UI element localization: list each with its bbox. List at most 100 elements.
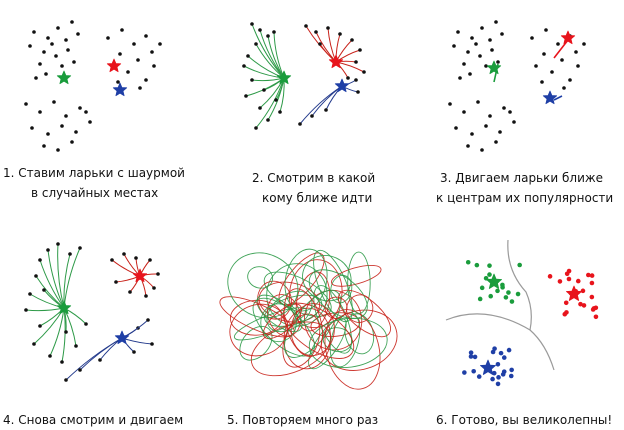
point-dot	[484, 124, 488, 128]
point-dot	[474, 42, 478, 46]
point-dot	[60, 360, 64, 364]
point-dot	[38, 258, 42, 262]
point-dot	[509, 367, 514, 373]
point-dot	[258, 106, 262, 110]
caption-step-4-line-1: 4. Снова смотрим и двигаем	[3, 413, 184, 427]
point-dot	[144, 34, 148, 38]
point-dot	[250, 22, 254, 26]
point-dot	[476, 374, 482, 379]
centroid-star-icon	[542, 90, 558, 105]
point-dot	[70, 20, 74, 24]
point-dot	[542, 52, 546, 56]
panel-6-final-clusters	[445, 239, 599, 387]
point-dot	[568, 78, 572, 82]
assignment-line	[47, 249, 65, 309]
point-dot	[496, 60, 500, 64]
point-dot	[254, 126, 258, 130]
caption-step-1: 1. Ставим ларьки с шаурмой в случайных м…	[3, 163, 185, 203]
point-dot	[106, 36, 110, 40]
point-dot	[138, 86, 142, 90]
point-dot	[458, 76, 462, 80]
panel-2-assign-points	[242, 22, 366, 130]
scribble-loop	[329, 312, 361, 368]
scribble-loop	[227, 252, 299, 319]
point-dot	[490, 48, 494, 52]
point-dot	[346, 76, 350, 80]
point-dot	[120, 28, 124, 32]
caption-step-1-line-1: 1. Ставим ларьки с шаурмой	[3, 166, 185, 180]
point-dot	[152, 64, 156, 68]
point-dot	[508, 373, 514, 379]
point-dot	[589, 273, 595, 278]
point-dot	[462, 110, 466, 114]
centroid-star-icon	[112, 82, 128, 97]
caption-step-2: 2. Смотрим в какой кому ближе идти	[252, 168, 375, 208]
point-dot	[42, 50, 46, 54]
point-dot	[66, 48, 70, 52]
point-dot	[70, 140, 74, 144]
centroid-star-icon	[560, 30, 576, 45]
point-dot	[593, 314, 599, 320]
centroid-star-icon	[486, 60, 502, 75]
point-dot	[500, 285, 505, 290]
point-dot	[471, 368, 476, 374]
point-dot	[324, 108, 328, 112]
point-dot	[354, 60, 358, 64]
panel-5-scribble	[219, 248, 398, 390]
point-dot	[50, 42, 54, 46]
point-dot	[56, 148, 60, 152]
point-dot	[534, 64, 538, 68]
point-dot	[38, 110, 42, 114]
centroid-star-icon	[486, 273, 502, 289]
caption-step-3: 3. Двигаем ларьки ближе к центрам их поп…	[436, 168, 613, 208]
point-dot	[488, 293, 494, 299]
point-dot	[34, 274, 38, 278]
scribble-loop	[260, 303, 297, 343]
scribble-loop	[347, 251, 371, 314]
point-dot	[52, 100, 56, 104]
assignment-line	[63, 247, 81, 309]
point-dot	[144, 294, 148, 298]
point-dot	[498, 350, 504, 356]
point-dot	[56, 26, 60, 30]
scribble-loop	[256, 294, 303, 333]
centroid-star-icon	[114, 330, 130, 345]
scribble-loop	[320, 309, 398, 371]
caption-step-2-line-2: кому ближе идти	[262, 191, 373, 205]
caption-step-2-line-1: 2. Смотрим в какой	[252, 171, 376, 185]
point-dot	[78, 246, 82, 250]
point-dot	[116, 80, 120, 84]
point-dot	[566, 276, 572, 282]
point-dot	[590, 307, 596, 312]
point-dot	[134, 256, 138, 260]
point-dot	[68, 252, 72, 256]
point-dot	[254, 42, 258, 46]
point-dot	[530, 36, 534, 40]
point-dot	[509, 299, 515, 304]
assignment-line	[251, 77, 285, 82]
scribble-loop	[262, 303, 302, 340]
point-dot	[44, 72, 48, 76]
point-dot	[576, 64, 580, 68]
point-dot	[506, 347, 512, 353]
point-dot	[74, 344, 78, 348]
point-dot	[480, 26, 484, 30]
scribble-loop	[324, 309, 381, 390]
point-dot	[472, 354, 478, 360]
point-dot	[314, 30, 318, 34]
point-dot	[48, 354, 52, 358]
point-dot	[28, 44, 32, 48]
point-dot	[272, 30, 276, 34]
panel-1-random-stalls	[24, 20, 162, 152]
point-dot	[158, 42, 162, 46]
centroid-star-icon	[56, 70, 72, 85]
point-dot	[60, 64, 64, 68]
point-dot	[466, 144, 470, 148]
point-dot	[470, 36, 474, 40]
scribble-loop	[338, 289, 391, 338]
point-dot	[84, 322, 88, 326]
point-dot	[42, 144, 46, 148]
point-dot	[152, 286, 156, 290]
point-dot	[64, 378, 68, 382]
